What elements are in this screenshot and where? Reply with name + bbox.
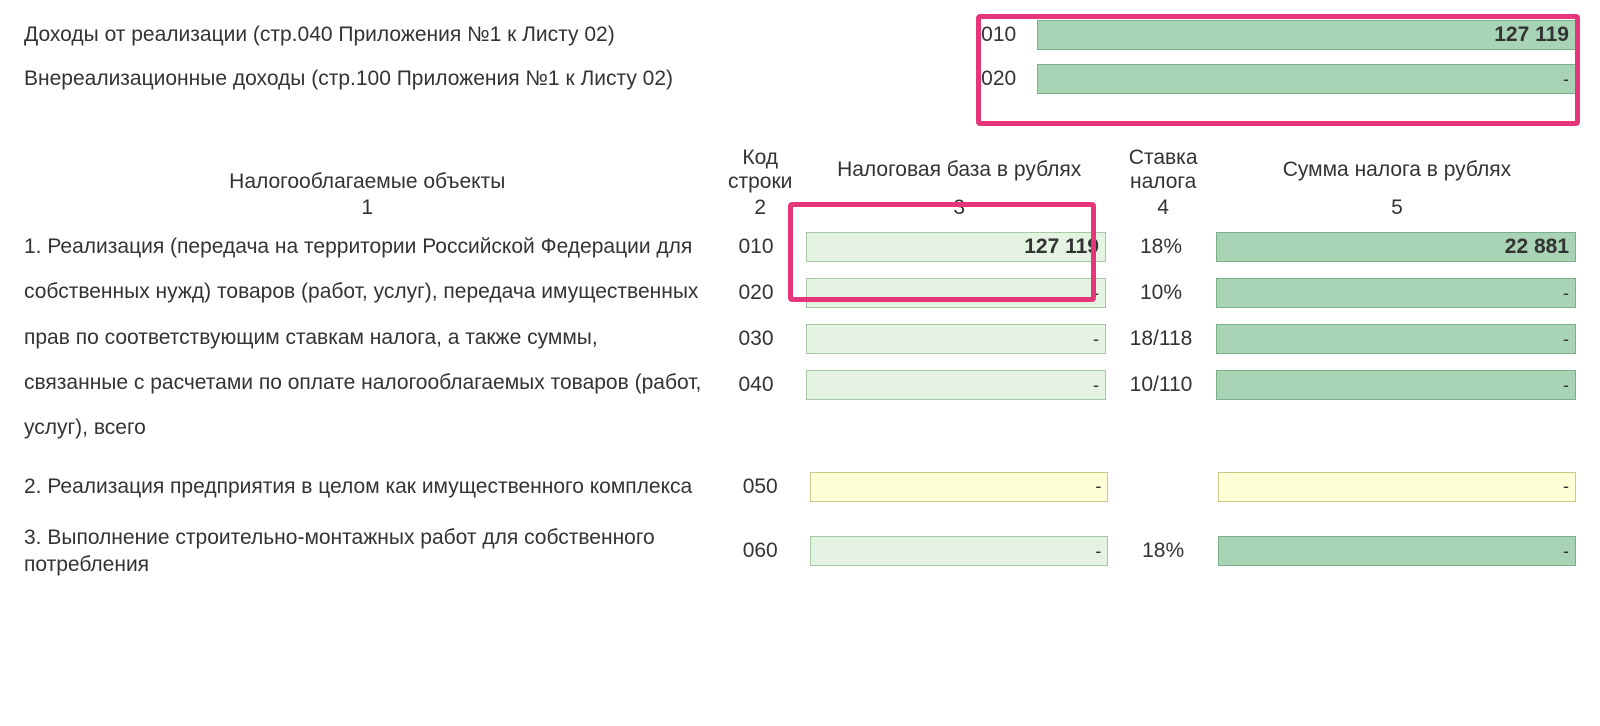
tax-form-page: Доходы от реализации (стр.040 Приложения… — [0, 0, 1600, 726]
income-sales-field[interactable]: 127 119 — [1037, 20, 1576, 50]
income-sales-code: 010 — [977, 23, 1037, 47]
header-objects: Налогооблагаемые объекты — [24, 170, 710, 194]
table-headers: Налогооблагаемые объекты Код строки Нало… — [24, 146, 1576, 194]
section-3: 3. Выполнение строительно-монтажных рабо… — [24, 524, 1576, 579]
base-field[interactable]: - — [806, 278, 1106, 308]
column-numbers: 1 2 3 4 5 — [24, 196, 1576, 220]
top-section: Доходы от реализации (стр.040 Приложения… — [24, 20, 1576, 94]
base-field[interactable]: - — [806, 324, 1106, 354]
base-field[interactable]: - — [810, 472, 1108, 502]
row-code: 040 — [706, 373, 806, 397]
table-row: 040 - 10/110 - — [706, 362, 1576, 408]
table-row: 030 - 18/118 - — [706, 316, 1576, 362]
tax-field[interactable]: - — [1216, 324, 1576, 354]
section-1: 1. Реализация (передача на территории Ро… — [24, 224, 1576, 450]
header-base: Налоговая база в рублях — [810, 158, 1108, 194]
tax-field[interactable]: - — [1218, 536, 1576, 566]
row-rate: 10/110 — [1106, 373, 1216, 397]
row-rate: 18% — [1108, 539, 1217, 563]
base-field[interactable]: - — [806, 370, 1106, 400]
row-code: 030 — [706, 327, 806, 351]
income-nonoperating-row: Внереализационные доходы (стр.100 Прилож… — [24, 64, 1576, 94]
income-nonoperating-field[interactable]: - — [1037, 64, 1576, 94]
tax-field[interactable]: - — [1216, 278, 1576, 308]
base-field[interactable]: - — [810, 536, 1108, 566]
header-code: Код строки — [710, 146, 809, 194]
income-nonoperating-code: 020 — [977, 67, 1037, 91]
income-nonoperating-label: Внереализационные доходы (стр.100 Прилож… — [24, 67, 977, 91]
section-1-data: 010 127 119 18% 22 881 020 - 10% - 030 -… — [706, 224, 1576, 450]
header-rate: Ставка налога — [1108, 146, 1217, 194]
section-2: 2. Реализация предприятия в целом как им… — [24, 472, 1576, 502]
section-2-label: 2. Реализация предприятия в целом как им… — [24, 473, 710, 500]
income-sales-row: Доходы от реализации (стр.040 Приложения… — [24, 20, 1576, 50]
row-code: 050 — [710, 475, 809, 499]
income-sales-label: Доходы от реализации (стр.040 Приложения… — [24, 23, 977, 47]
tax-field[interactable]: 22 881 — [1216, 232, 1576, 262]
tax-field[interactable]: - — [1216, 370, 1576, 400]
row-rate: 18% — [1106, 235, 1216, 259]
row-rate: 10% — [1106, 281, 1216, 305]
section-1-text: 1. Реализация (передача на территории Ро… — [24, 224, 706, 450]
tax-field[interactable]: - — [1218, 472, 1576, 502]
row-code: 020 — [706, 281, 806, 305]
section-3-label: 3. Выполнение строительно-монтажных рабо… — [24, 524, 710, 579]
base-field[interactable]: 127 119 — [806, 232, 1106, 262]
row-rate: 18/118 — [1106, 327, 1216, 351]
header-tax: Сумма налога в рублях — [1218, 158, 1576, 194]
table-row: 020 - 10% - — [706, 270, 1576, 316]
row-code: 010 — [706, 235, 806, 259]
table-row: 010 127 119 18% 22 881 — [706, 224, 1576, 270]
row-code: 060 — [710, 539, 809, 563]
